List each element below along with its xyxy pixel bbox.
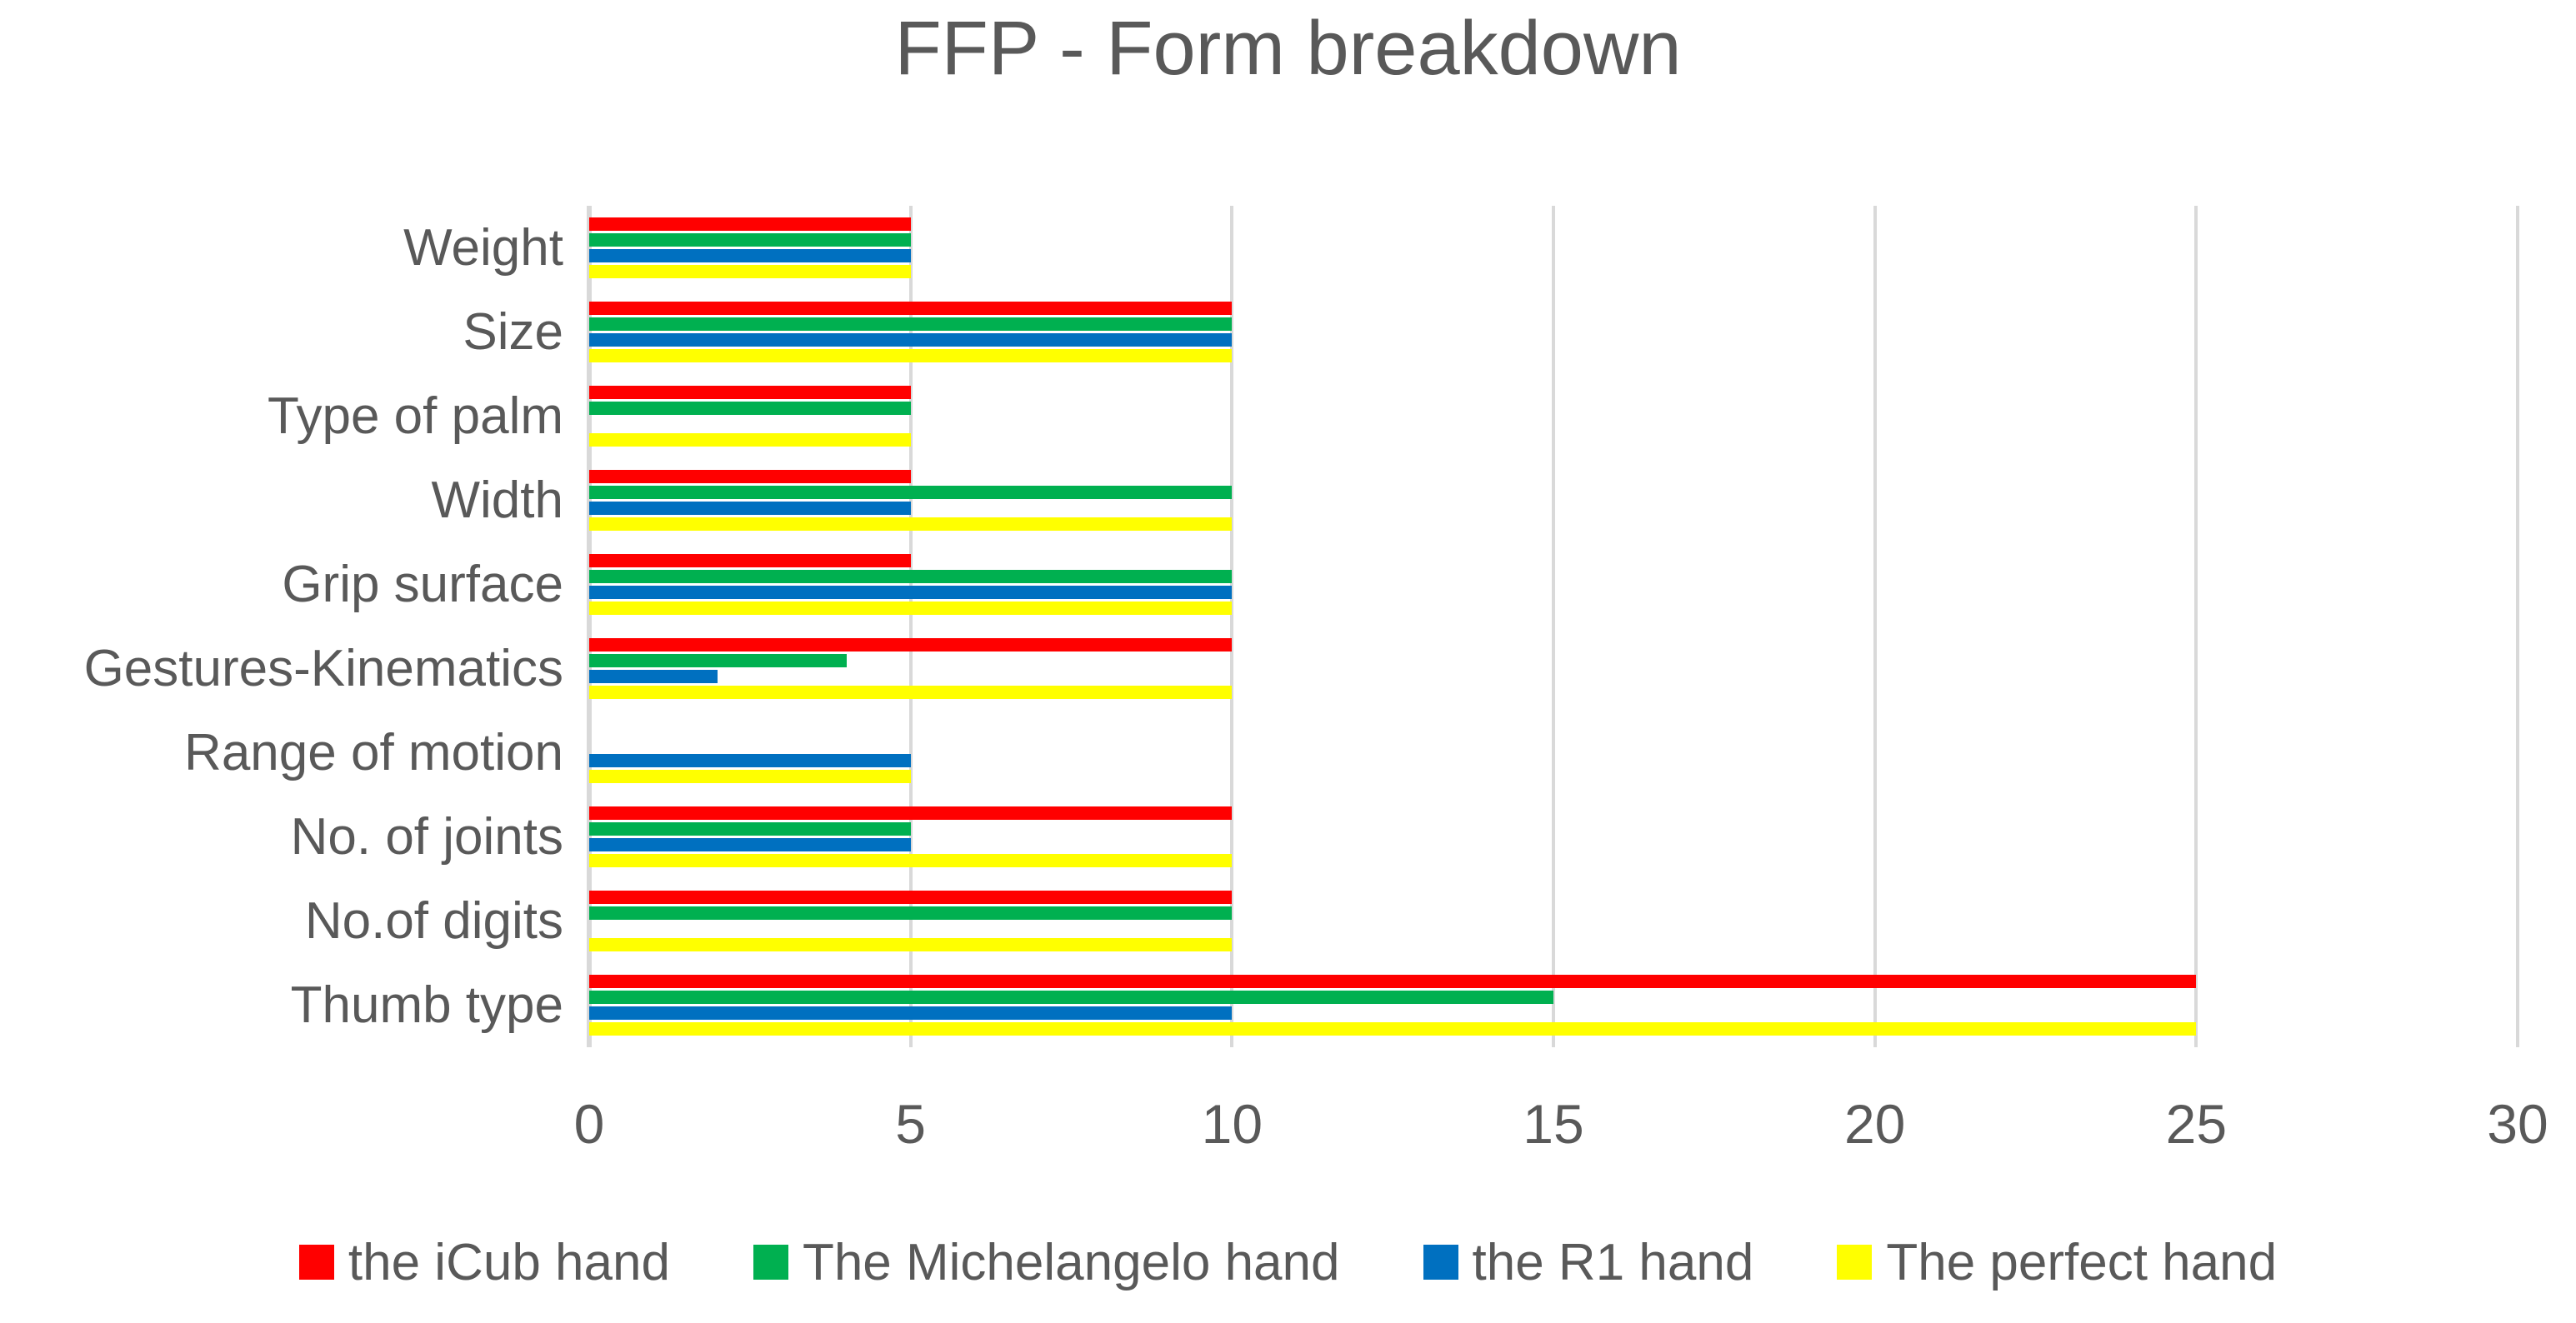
gridline-x-5 <box>908 206 913 1047</box>
bar <box>589 302 1233 315</box>
bar-group <box>589 963 2518 1047</box>
bar <box>589 938 1233 951</box>
legend: the iCub hand The Michelangelo hand the R1… <box>0 1231 2576 1293</box>
bar <box>589 249 911 262</box>
bar <box>589 602 1233 615</box>
x-axis: 0 5 10 15 20 25 30 <box>574 1093 2548 1163</box>
bar <box>589 517 1233 531</box>
x-tick-label: 15 <box>1523 1093 1584 1155</box>
category-label: Range of motion <box>184 724 563 781</box>
category-label: Weight <box>403 219 563 277</box>
legend-swatch <box>1423 1245 1458 1280</box>
bar <box>589 906 1233 920</box>
bar <box>589 854 1233 867</box>
bar <box>589 486 1233 499</box>
gridline-x-15 <box>1552 206 1555 1047</box>
bar <box>589 233 911 247</box>
legend-item: the R1 hand <box>1423 1233 1754 1292</box>
bar-group <box>589 290 2518 374</box>
bar <box>589 317 1233 331</box>
bar-group <box>589 542 2518 627</box>
legend-label: The perfect hand <box>1886 1233 2278 1291</box>
bar <box>589 386 911 399</box>
x-tick-label: 0 <box>573 1093 605 1155</box>
bar <box>589 1006 1233 1020</box>
bar <box>589 770 911 783</box>
bar <box>589 217 911 231</box>
legend-swatch <box>1837 1245 1873 1280</box>
bar <box>589 1022 2197 1036</box>
bars-layer <box>589 206 2518 1047</box>
bar <box>589 686 1233 699</box>
category-label: Grip surface <box>282 556 563 613</box>
bar-group <box>589 879 2518 963</box>
bar-group <box>589 206 2518 290</box>
bar <box>589 838 911 851</box>
bar <box>589 265 911 278</box>
category-label: Width <box>431 472 563 529</box>
x-tick-label: 5 <box>895 1093 927 1155</box>
bar <box>589 638 1233 652</box>
bar <box>589 754 911 767</box>
category-label: No.of digits <box>304 892 563 950</box>
bar <box>589 586 1233 599</box>
bar <box>589 570 1233 583</box>
chart-title: FFP - Form breakdown <box>894 6 1682 91</box>
category-label: Type of palm <box>268 387 563 445</box>
gridline-x-20 <box>1873 206 1877 1047</box>
x-tick-label: 10 <box>1201 1093 1263 1155</box>
bar-group <box>589 458 2518 542</box>
plot-area <box>587 206 2519 1047</box>
bar-group <box>589 374 2518 458</box>
category-label: Gestures-Kinematics <box>83 640 563 697</box>
bar <box>589 470 911 483</box>
bar <box>589 333 1233 347</box>
bar <box>589 670 718 683</box>
bar <box>589 822 911 836</box>
bar <box>589 502 911 515</box>
gridline-x-10 <box>1230 206 1234 1047</box>
bar <box>589 975 2197 988</box>
legend-label: the iCub hand <box>348 1233 670 1291</box>
bar <box>589 806 1233 820</box>
legend-swatch <box>298 1245 334 1280</box>
bar-group <box>589 627 2518 711</box>
category-label: Size <box>463 303 563 361</box>
category-label: No. of joints <box>290 808 563 866</box>
legend-item: the iCub hand <box>298 1233 670 1292</box>
bar <box>589 891 1233 904</box>
category-label: Thumb type <box>290 976 563 1034</box>
gridline-x-25 <box>2194 206 2198 1047</box>
x-tick-label: 30 <box>2487 1093 2548 1155</box>
bar <box>589 654 847 667</box>
gridline-x-30 <box>2516 206 2519 1047</box>
bar-group <box>589 795 2518 879</box>
x-tick-label: 20 <box>1843 1093 1906 1155</box>
bar <box>589 991 1553 1004</box>
y-axis-line <box>587 206 592 1047</box>
legend-item: The Michelangelo hand <box>753 1233 1340 1292</box>
bar <box>589 402 911 415</box>
legend-label: the R1 hand <box>1472 1233 1754 1291</box>
bar <box>589 433 911 447</box>
legend-label: The Michelangelo hand <box>802 1233 1340 1291</box>
bar <box>589 554 911 567</box>
legend-swatch <box>753 1245 788 1280</box>
bar <box>589 349 1233 362</box>
legend-item: The perfect hand <box>1837 1233 2277 1292</box>
category-axis: Weight Size Type of palm Width Grip surface G… <box>0 206 577 1047</box>
x-tick-label: 25 <box>2165 1093 2228 1155</box>
bar-group <box>589 711 2518 795</box>
